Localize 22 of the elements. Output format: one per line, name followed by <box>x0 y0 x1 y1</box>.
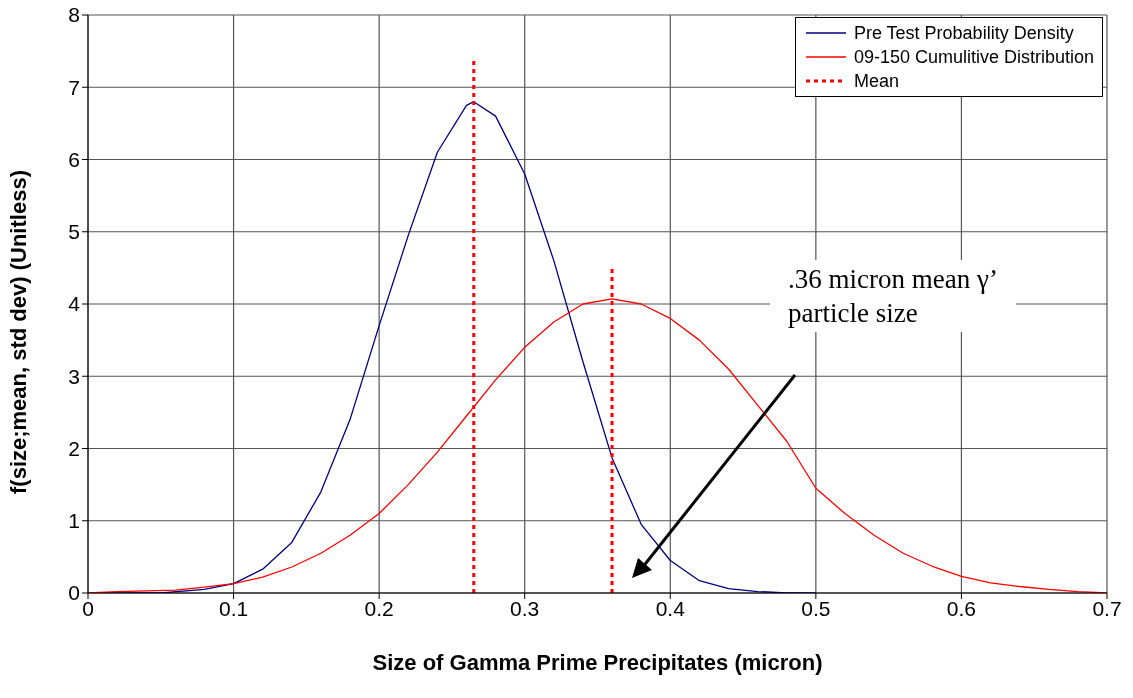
x-tick-label: 0.2 <box>364 596 394 620</box>
y-tick-label: 3 <box>68 364 80 388</box>
x-tick-label: 0.6 <box>946 596 977 620</box>
legend-label: 09-150 Cumulitive Distribution <box>853 46 1094 68</box>
legend-label: Pre Test Probability Density <box>853 22 1074 44</box>
x-tick-label: 0.3 <box>510 596 540 620</box>
y-tick-label: 2 <box>68 436 80 460</box>
y-tick-label: 4 <box>68 292 81 316</box>
y-tick-label: 8 <box>68 3 80 27</box>
x-tick-label: 0.7 <box>1092 596 1122 620</box>
y-tick-label: 5 <box>68 220 80 244</box>
legend-label: Mean <box>853 70 899 92</box>
y-tick-label: 1 <box>68 509 80 533</box>
annotation: .36 micron mean γ’ particle size <box>770 260 1016 332</box>
y-tick-label: 0 <box>68 581 80 605</box>
y-axis-title: f(size;mean, std dev) (Unitless) <box>5 170 31 494</box>
x-tick-label: 0.1 <box>218 596 249 620</box>
y-tick-label: 6 <box>68 147 80 171</box>
x-tick-label: 0.5 <box>801 596 831 620</box>
x-tick-label: 0.4 <box>655 596 686 620</box>
y-tick-label: 7 <box>68 75 80 99</box>
x-axis-title: Size of Gamma Prime Precipitates (micron) <box>372 650 823 675</box>
